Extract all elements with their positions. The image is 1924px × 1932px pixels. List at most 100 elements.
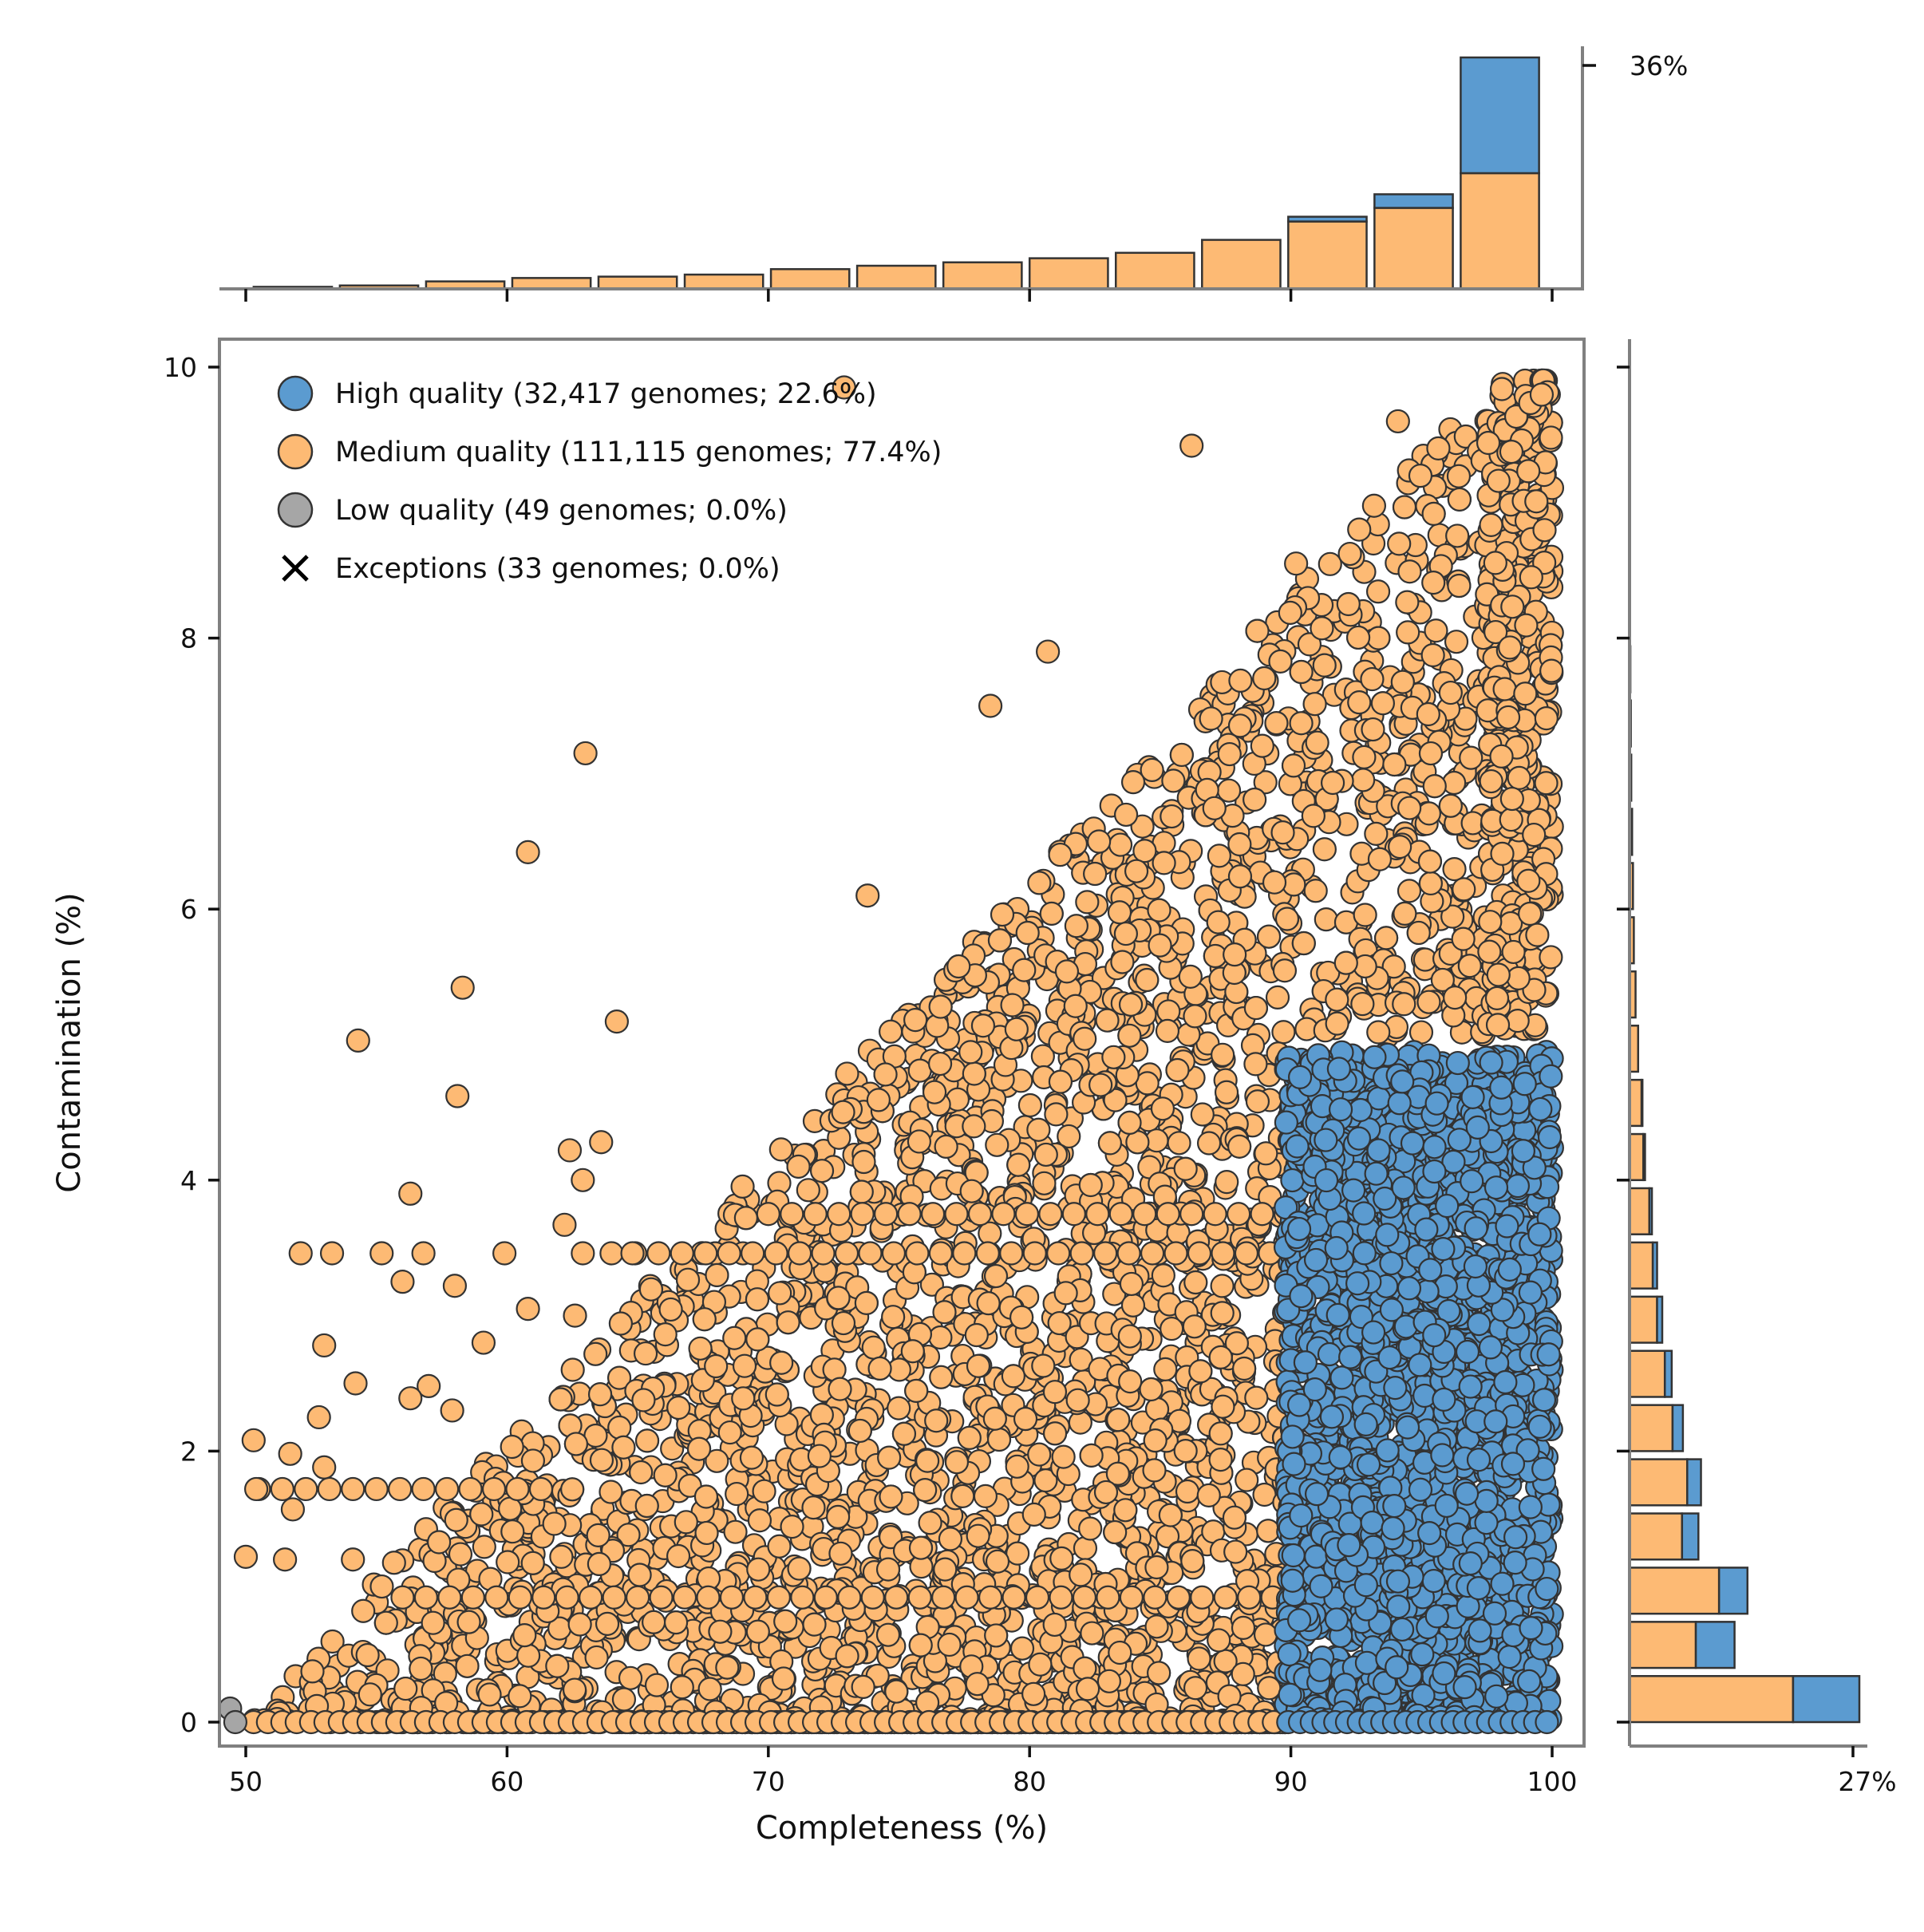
medium-quality-point [954, 1585, 979, 1610]
medium-quality-point [586, 1523, 610, 1547]
medium-quality-point [739, 1445, 764, 1470]
medium-quality-point [1032, 1171, 1057, 1195]
medium-quality-point [579, 1585, 603, 1610]
medium-quality-point [904, 1378, 929, 1403]
medium-quality-point [1256, 1519, 1281, 1543]
medium-quality-point [905, 1241, 930, 1266]
medium-quality-point [364, 1476, 389, 1502]
medium-quality-point [1320, 770, 1345, 796]
medium-quality-point [1532, 518, 1557, 543]
medium-quality-point [388, 1476, 413, 1502]
medium-quality-point [1175, 1479, 1200, 1504]
medium-quality-point [1382, 752, 1407, 777]
medium-quality-point [1442, 857, 1467, 882]
medium-quality-point [369, 1241, 394, 1266]
medium-quality-point [278, 1441, 302, 1466]
medium-quality-point [1352, 745, 1377, 769]
medium-quality-point [950, 1484, 975, 1508]
medium-quality-point [1215, 1170, 1239, 1195]
medium-quality-point [381, 1551, 406, 1575]
medium-quality-point [1507, 765, 1531, 790]
medium-quality-point [1393, 901, 1417, 926]
medium-quality-point [434, 1476, 460, 1502]
medium-quality-point [967, 1202, 993, 1227]
medium-quality-point [1234, 1241, 1259, 1266]
medium-quality-point [1119, 1271, 1144, 1297]
medium-quality-point [908, 1535, 934, 1560]
medium-quality-point [1147, 898, 1171, 923]
medium-quality-point [1069, 1563, 1093, 1587]
medium-quality-point [722, 1326, 747, 1350]
medium-quality-point [766, 1585, 791, 1610]
medium-quality-point [1048, 842, 1073, 867]
medium-quality-point [1484, 986, 1510, 1010]
medium-quality-point [837, 1585, 862, 1610]
medium-quality-point [607, 1415, 632, 1440]
medium-quality-point [1396, 620, 1420, 645]
medium-quality-point [1301, 804, 1325, 828]
medium-quality-point [1042, 1380, 1068, 1405]
medium-quality-point [563, 1303, 587, 1328]
medium-quality-point [693, 1241, 718, 1266]
medium-quality-point [516, 1643, 541, 1668]
medium-quality-point [666, 1395, 691, 1420]
medium-quality-point [560, 1357, 585, 1382]
medium-quality-point [1044, 1102, 1069, 1127]
medium-quality-point [1160, 804, 1184, 829]
medium-quality-point [1519, 565, 1543, 590]
medium-quality-point [826, 1286, 851, 1310]
medium-quality-point [1457, 954, 1482, 978]
medium-quality-point [1027, 871, 1052, 895]
medium-quality-point [715, 1655, 740, 1680]
medium-quality-point [1227, 1202, 1251, 1227]
medium-quality-point [983, 1263, 1009, 1289]
medium-quality-point [589, 1448, 614, 1472]
medium-quality-point [985, 1549, 1010, 1574]
medium-quality-point [1451, 926, 1476, 951]
medium-quality-point [957, 1425, 982, 1450]
medium-quality-point [455, 1653, 480, 1678]
medium-quality-point [1513, 682, 1538, 706]
medium-quality-point [587, 1551, 611, 1576]
medium-quality-point [1312, 837, 1337, 862]
medium-quality-point [780, 1515, 804, 1539]
medium-quality-point [1426, 436, 1451, 460]
medium-quality-point [1031, 1353, 1056, 1378]
medium-quality-point [1075, 890, 1100, 915]
medium-quality-point [1489, 744, 1514, 768]
medium-quality-point [1196, 1131, 1222, 1156]
medium-quality-point [1406, 920, 1431, 946]
medium-quality-point [1022, 1241, 1047, 1266]
medium-quality-point [854, 1290, 879, 1315]
medium-quality-point [1080, 1621, 1104, 1646]
medium-quality-point [280, 1497, 306, 1522]
medium-quality-point [1144, 1555, 1169, 1580]
medium-quality-point [879, 1019, 903, 1044]
medium-quality-point [500, 1434, 524, 1460]
medium-quality-point [907, 1585, 932, 1610]
medium-quality-point [884, 1585, 909, 1610]
medium-quality-point [1012, 958, 1037, 982]
medium-quality-point [516, 1297, 540, 1322]
medium-quality-point [973, 1484, 998, 1508]
medium-quality-point [1314, 907, 1338, 932]
medium-quality-point [1211, 1394, 1235, 1419]
medium-quality-point [1025, 1585, 1050, 1610]
medium-quality-point [1210, 1301, 1235, 1326]
medium-quality-point [1079, 1443, 1104, 1468]
medium-quality-point [903, 1008, 928, 1033]
medium-quality-point [915, 1448, 940, 1473]
medium-quality-point [851, 1674, 875, 1699]
medium-quality-point [907, 1058, 932, 1083]
medium-quality-point [717, 1241, 741, 1266]
medium-quality-point [1158, 1503, 1183, 1527]
medium-quality-point [927, 1051, 953, 1077]
medium-quality-point [608, 1311, 633, 1336]
medium-quality-point [1516, 868, 1541, 893]
medium-quality-point [516, 840, 540, 864]
medium-quality-point [1132, 1202, 1157, 1227]
medium-quality-point [1271, 1020, 1296, 1045]
medium-quality-point [1013, 1406, 1038, 1432]
medium-quality-point [1073, 1026, 1097, 1051]
medium-quality-point [1388, 835, 1412, 859]
